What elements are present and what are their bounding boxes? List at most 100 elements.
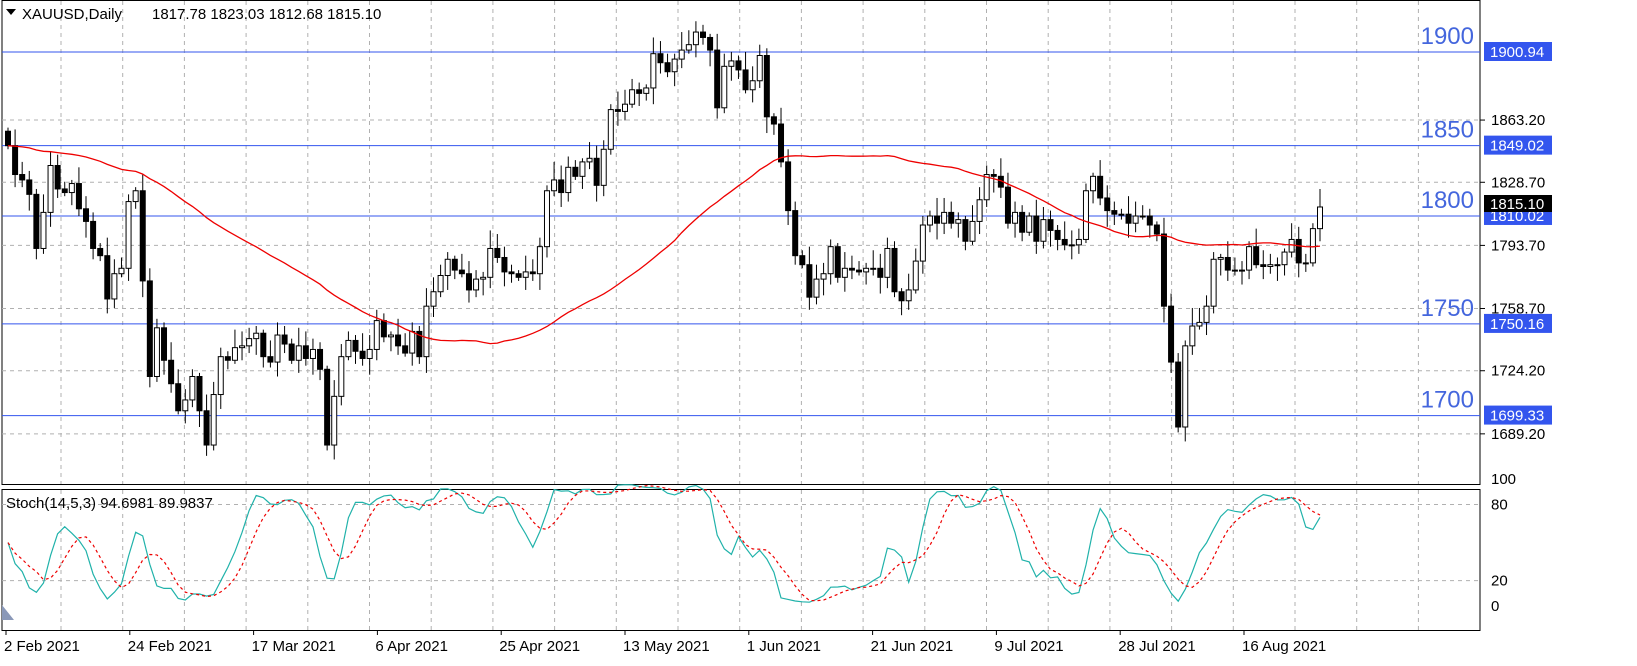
candle-body	[1182, 345, 1189, 428]
price-tick-label: 1689.20	[1491, 426, 1545, 443]
candle-body	[770, 116, 777, 125]
candle-body	[508, 271, 515, 275]
candle-body	[33, 193, 40, 249]
candle-body	[97, 247, 104, 257]
candle-body	[799, 255, 806, 266]
candle-body	[983, 174, 990, 201]
candle-body	[196, 376, 203, 412]
candle-body	[90, 220, 97, 249]
symbol-label: XAUUSD,Daily	[22, 6, 123, 23]
candle-body	[132, 190, 139, 203]
time-tick-label: 2 Feb 2021	[4, 638, 80, 655]
time-tick-label: 9 Jul 2021	[994, 638, 1063, 655]
candle-body	[912, 260, 919, 291]
level-big-label: 1800	[1421, 187, 1474, 214]
level-price-tag-label: 1900.94	[1490, 44, 1544, 61]
candle-body	[1061, 238, 1068, 246]
level-price-tag	[1484, 405, 1552, 425]
candle-body	[1309, 228, 1316, 264]
price-axis[interactable]: 1863.20 1828.70 1793.70 1758.70 1724.20 1689.…	[1480, 112, 1545, 443]
candle-body	[380, 320, 387, 338]
candle-body	[700, 31, 707, 38]
stoch-axis[interactable]: 100 80 20 0	[1491, 471, 1516, 615]
candle-body	[19, 174, 26, 181]
candle-body	[1231, 269, 1238, 272]
candle-body	[168, 359, 175, 385]
candle-body	[515, 273, 522, 278]
candle-body	[366, 348, 373, 359]
candle-body	[593, 157, 600, 186]
dropdown-triangle-icon[interactable]	[6, 9, 16, 15]
candle-body	[281, 334, 288, 345]
stoch-label: Stoch(14,5,3) 94.6981 89.9837	[6, 495, 213, 512]
stoch-pane-frame	[1, 489, 1481, 631]
candle-body	[990, 174, 997, 177]
candle-body	[1047, 219, 1054, 231]
candle-body	[586, 157, 593, 163]
candle-body	[182, 399, 189, 412]
candle-body	[1175, 361, 1182, 428]
stoch-signal-line	[7, 485, 1321, 602]
candle-body	[451, 258, 458, 271]
candle-body	[863, 267, 870, 273]
candle-body	[1260, 264, 1267, 267]
candle-body	[763, 54, 770, 118]
time-tick-label: 21 Jun 2021	[871, 638, 954, 655]
candle-body	[373, 320, 380, 350]
candle-body	[650, 53, 657, 89]
candle-body	[395, 334, 402, 347]
candle-body	[742, 69, 749, 91]
candle-body	[792, 210, 799, 257]
candle-body	[231, 347, 238, 361]
price-tick-label: 1863.20	[1491, 112, 1545, 129]
candle-body	[820, 273, 827, 280]
candle-body	[685, 44, 692, 51]
candle-body	[721, 65, 728, 109]
candle-body	[657, 53, 664, 64]
candle-body	[317, 348, 324, 370]
candle-body	[785, 161, 792, 212]
candle-body	[473, 278, 480, 291]
candle-body	[1104, 197, 1111, 212]
candle-body	[246, 338, 253, 347]
candle-body	[870, 267, 877, 270]
candle-body	[161, 327, 168, 361]
price-tick-label: 1828.70	[1491, 174, 1545, 191]
candle-body	[118, 267, 125, 275]
candle-body	[1217, 256, 1224, 260]
candle-body	[224, 356, 231, 361]
candle-body	[1253, 246, 1260, 266]
candle-body	[1295, 238, 1302, 264]
price-tick-label: 1724.20	[1491, 363, 1545, 380]
candle-body	[529, 271, 536, 275]
candle-body	[941, 211, 948, 224]
candle-body	[827, 246, 834, 275]
time-tick-label: 1 Jun 2021	[747, 638, 821, 655]
time-tick-label: 6 Apr 2021	[375, 638, 448, 655]
candle-body	[444, 258, 451, 277]
candle-body	[189, 376, 196, 401]
candle-body	[1160, 233, 1167, 307]
level-big-label: 1700	[1421, 387, 1474, 414]
candle-body	[253, 332, 260, 340]
candle-body	[806, 264, 813, 298]
candlestick-series	[5, 21, 1323, 460]
candle-body	[834, 246, 841, 278]
candle-body	[409, 330, 416, 354]
moving-average-line	[7, 145, 1321, 345]
candle-body	[239, 345, 246, 349]
candle-body	[607, 109, 614, 150]
candle-body	[1139, 215, 1146, 218]
candle-body	[274, 334, 281, 363]
candle-body	[558, 179, 565, 194]
candle-body	[402, 345, 409, 354]
candle-body	[1132, 215, 1139, 224]
candle-body	[416, 330, 423, 358]
candle-body	[1288, 238, 1295, 253]
candle-body	[75, 183, 82, 210]
candle-body	[139, 190, 146, 282]
level-price-tag	[1484, 313, 1552, 333]
time-axis[interactable]: 2 Feb 2021 24 Feb 2021 17 Mar 2021 6 Apr 20…	[4, 630, 1326, 655]
candle-body	[175, 383, 182, 412]
